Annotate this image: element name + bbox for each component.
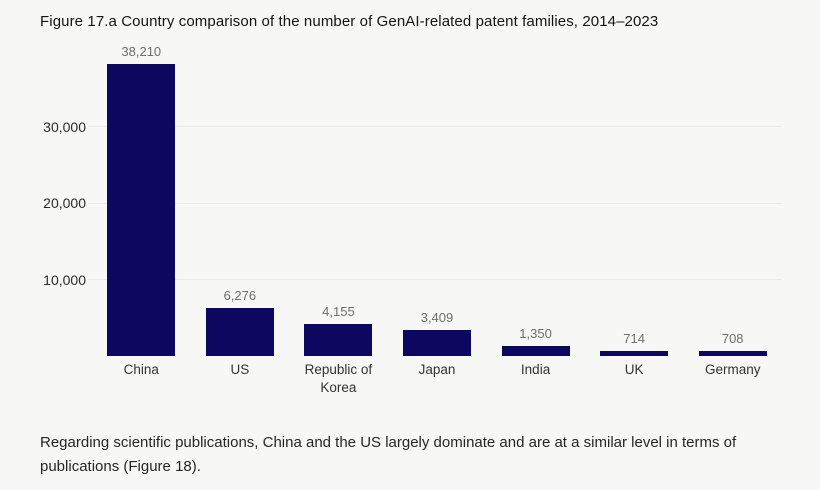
gridline bbox=[88, 202, 782, 204]
figure-caption: Regarding scientific publications, China… bbox=[40, 434, 737, 475]
bar-value-label: 3,409 bbox=[420, 309, 454, 325]
bar-value-label: 4,155 bbox=[322, 304, 355, 320]
x-axis-category-label: China bbox=[123, 362, 159, 377]
bar bbox=[304, 324, 373, 356]
x-axis-category-label: India bbox=[520, 362, 551, 377]
x-axis-category-label: Germany bbox=[704, 362, 761, 377]
bar bbox=[698, 350, 767, 356]
bar-value-label: 708 bbox=[721, 330, 744, 346]
bar-value-label: 714 bbox=[623, 330, 645, 346]
figure-title: Figure 17.a Country comparison of the nu… bbox=[40, 13, 659, 30]
y-axis-tick-label: 10,000 bbox=[43, 271, 86, 288]
x-axis-category-label: US bbox=[230, 362, 250, 377]
y-axis-tick-label: 30,000 bbox=[43, 118, 86, 135]
bar bbox=[403, 329, 471, 356]
bar-value-label: 6,276 bbox=[223, 288, 257, 304]
bar bbox=[205, 308, 274, 356]
x-axis-category-label: UK bbox=[624, 362, 644, 377]
bar-value-label: 1,350 bbox=[519, 325, 552, 341]
gridline bbox=[88, 126, 782, 128]
y-axis-tick-label: 20,000 bbox=[43, 195, 86, 212]
bar bbox=[107, 64, 176, 356]
bar bbox=[600, 350, 669, 356]
gridline bbox=[88, 279, 782, 281]
x-axis-category-label: Republic of Korea bbox=[304, 362, 373, 395]
bar-value-label: 38,210 bbox=[121, 44, 162, 59]
x-axis-category-label: Japan bbox=[418, 362, 456, 377]
bar bbox=[501, 345, 570, 356]
